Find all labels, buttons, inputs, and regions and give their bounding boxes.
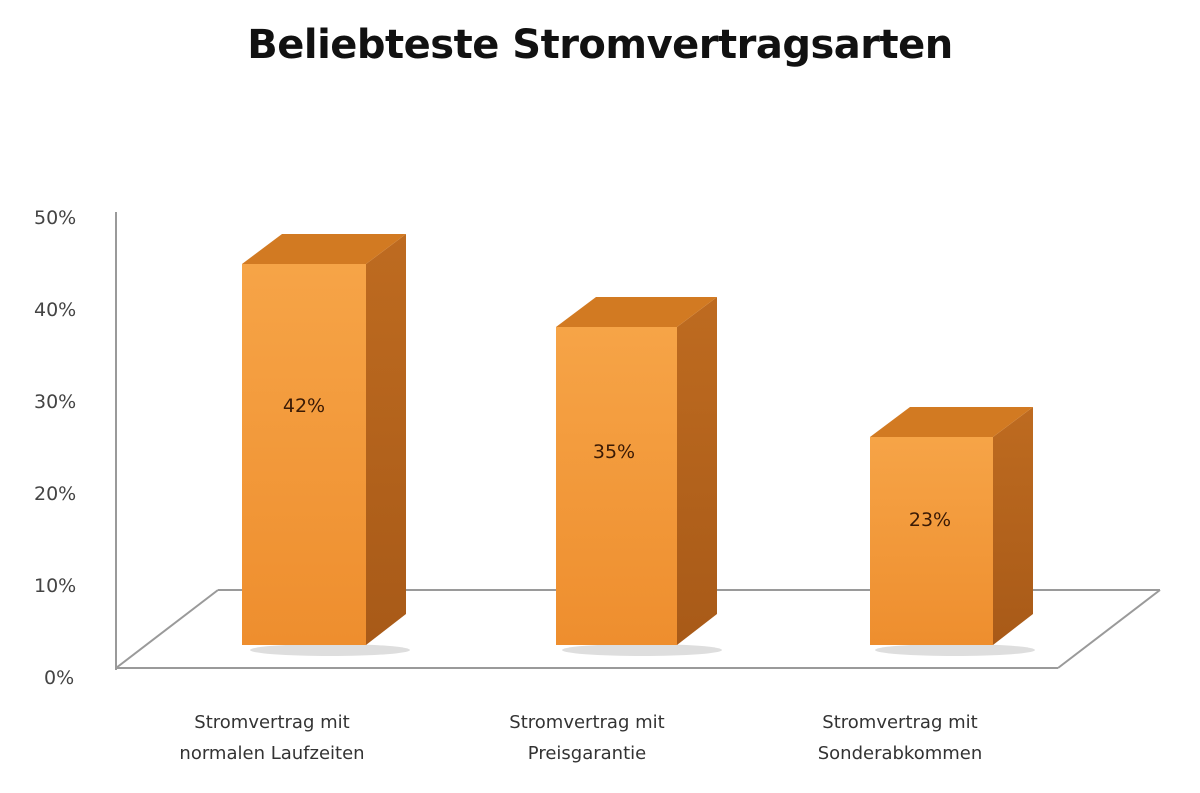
x-category-line: Stromvertrag mit [194,712,350,733]
y-tick: 50% [34,207,76,229]
x-category-line: Stromvertrag mit [509,712,665,733]
x-category-line: normalen Laufzeiten [179,743,365,764]
x-category-label: Stromvertrag mit Sonderabkommen [760,707,1040,769]
y-tick: 20% [34,483,76,505]
x-category-line: Stromvertrag mit [822,712,978,733]
bar-value-label: 35% [593,441,635,463]
x-category-line: Sonderabkommen [817,743,983,764]
y-tick: 0% [44,667,74,689]
bar-normal-laufzeiten: 42% [242,234,410,656]
bar-value-label: 42% [283,395,325,417]
x-category-label: Stromvertrag mit normalen Laufzeiten [132,707,412,769]
y-tick: 40% [34,299,76,321]
x-category-label: Stromvertrag mit Preisgarantie [447,707,727,769]
y-tick: 30% [34,391,76,413]
y-axis-ticks: 50% 40% 30% 20% 10% 0% [34,207,76,689]
x-category-line: Preisgarantie [527,743,647,764]
y-tick: 10% [34,575,76,597]
bar-sonderabkommen: 23% [870,407,1035,656]
chart-title: Beliebteste Stromvertragsarten [247,22,953,68]
bar-preisgarantie: 35% [556,297,722,656]
bar-value-label: 23% [909,509,951,531]
